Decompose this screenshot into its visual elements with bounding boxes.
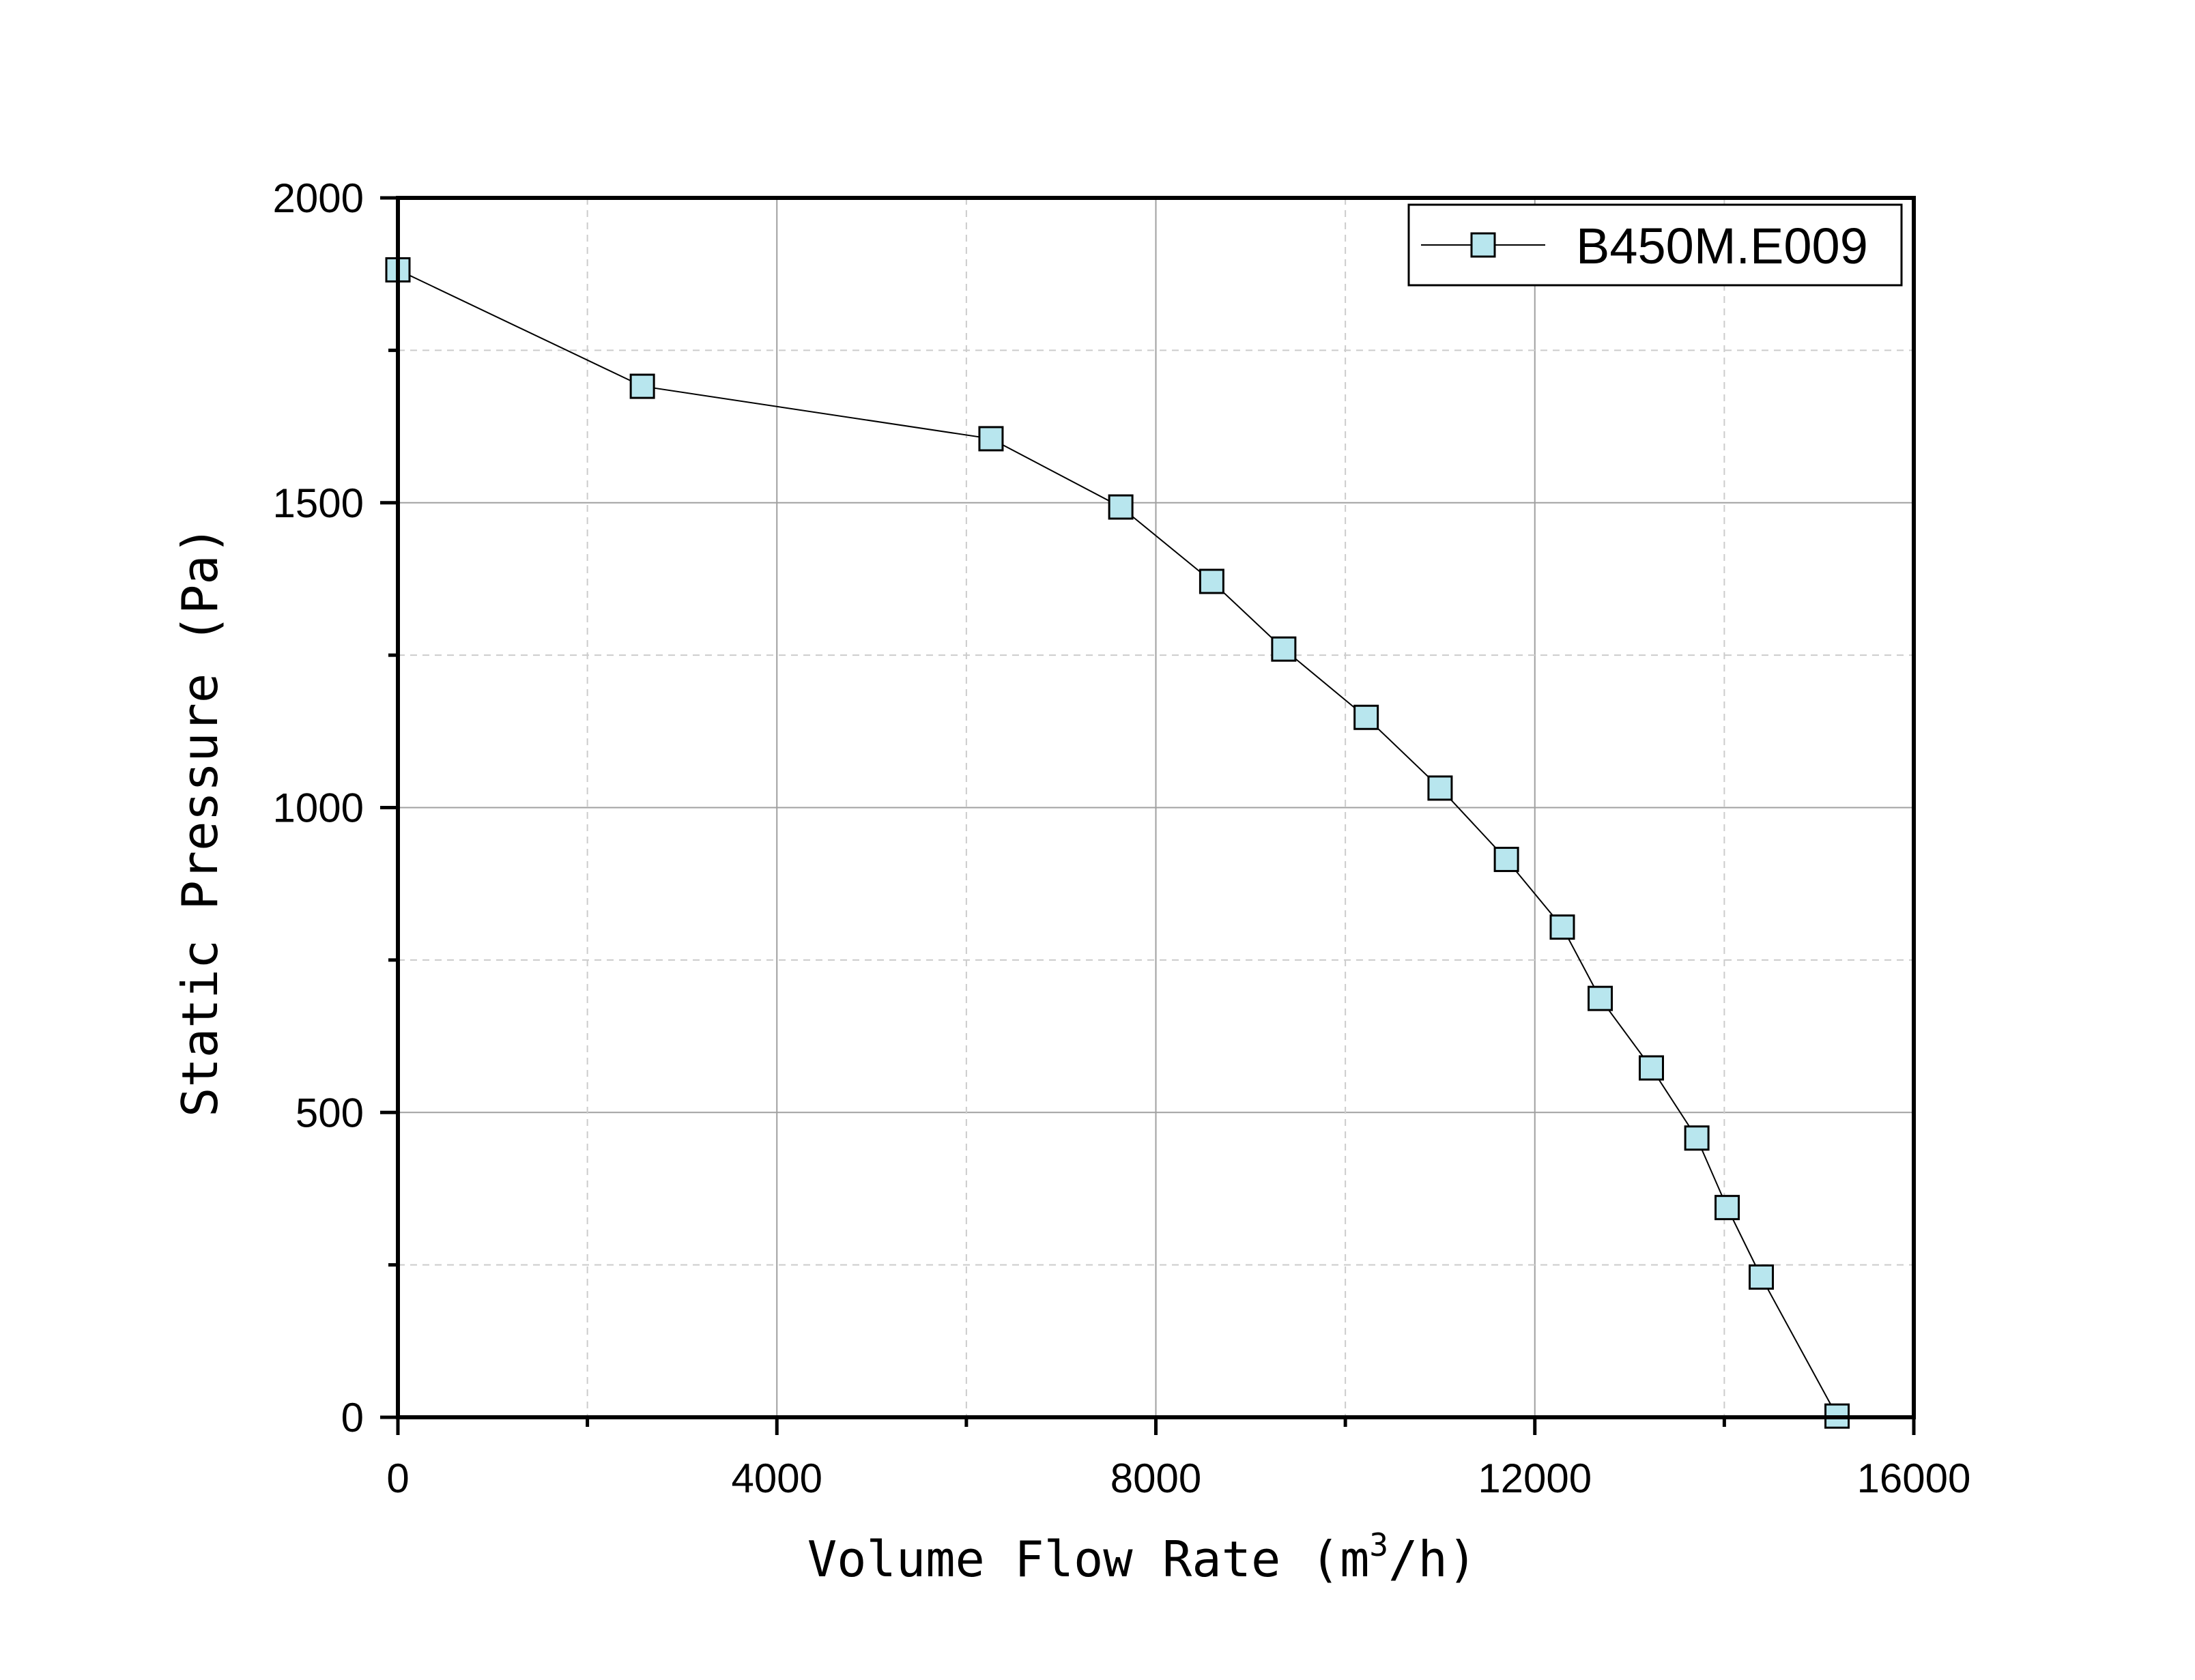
x-axis-title-main: Volume Flow Rate (m xyxy=(807,1531,1370,1588)
x-axis-title: Volume Flow Rate (m3/h) xyxy=(807,1526,1477,1588)
data-point xyxy=(1108,494,1134,520)
data-point xyxy=(1684,1125,1710,1151)
grid xyxy=(398,198,1914,1417)
y-tick-label: 0 xyxy=(341,1395,364,1440)
data-point xyxy=(1199,568,1224,594)
tick-labels: 0 4000 8000 12000 16000 0 500 1000 1500 2000 xyxy=(273,175,1971,1501)
data-point xyxy=(1588,985,1613,1011)
data-point xyxy=(1549,914,1575,940)
data-point xyxy=(1715,1195,1740,1221)
data-point xyxy=(1427,775,1453,801)
legend: B450M.E009 xyxy=(1407,203,1903,287)
legend-label: B450M.E009 xyxy=(1576,218,1868,274)
data-point xyxy=(1493,846,1519,872)
x-axis-title-tail: /h) xyxy=(1388,1531,1477,1588)
data-point xyxy=(1638,1055,1664,1081)
y-tick-label: 1500 xyxy=(273,480,364,526)
y-tick-label: 1000 xyxy=(273,785,364,831)
data-point xyxy=(1353,704,1379,730)
series-line xyxy=(397,269,1838,1417)
x-tick-label: 12000 xyxy=(1478,1455,1592,1501)
data-point xyxy=(629,373,655,399)
ticks xyxy=(380,196,1916,1435)
x-axis-title-sup: 3 xyxy=(1369,1526,1388,1563)
legend-marker-square xyxy=(1470,232,1496,258)
x-tick-label: 4000 xyxy=(732,1455,822,1501)
data-point xyxy=(978,426,1004,452)
x-tick-label: 0 xyxy=(386,1455,409,1501)
data-point xyxy=(1749,1264,1775,1290)
y-axis-title: Static Pressure (Pa) xyxy=(171,525,229,1117)
x-tick-label: 8000 xyxy=(1110,1455,1201,1501)
x-tick-label: 16000 xyxy=(1857,1455,1971,1501)
y-tick-label: 500 xyxy=(296,1090,364,1135)
y-tick-label: 2000 xyxy=(273,175,364,221)
data-point xyxy=(1271,636,1297,662)
